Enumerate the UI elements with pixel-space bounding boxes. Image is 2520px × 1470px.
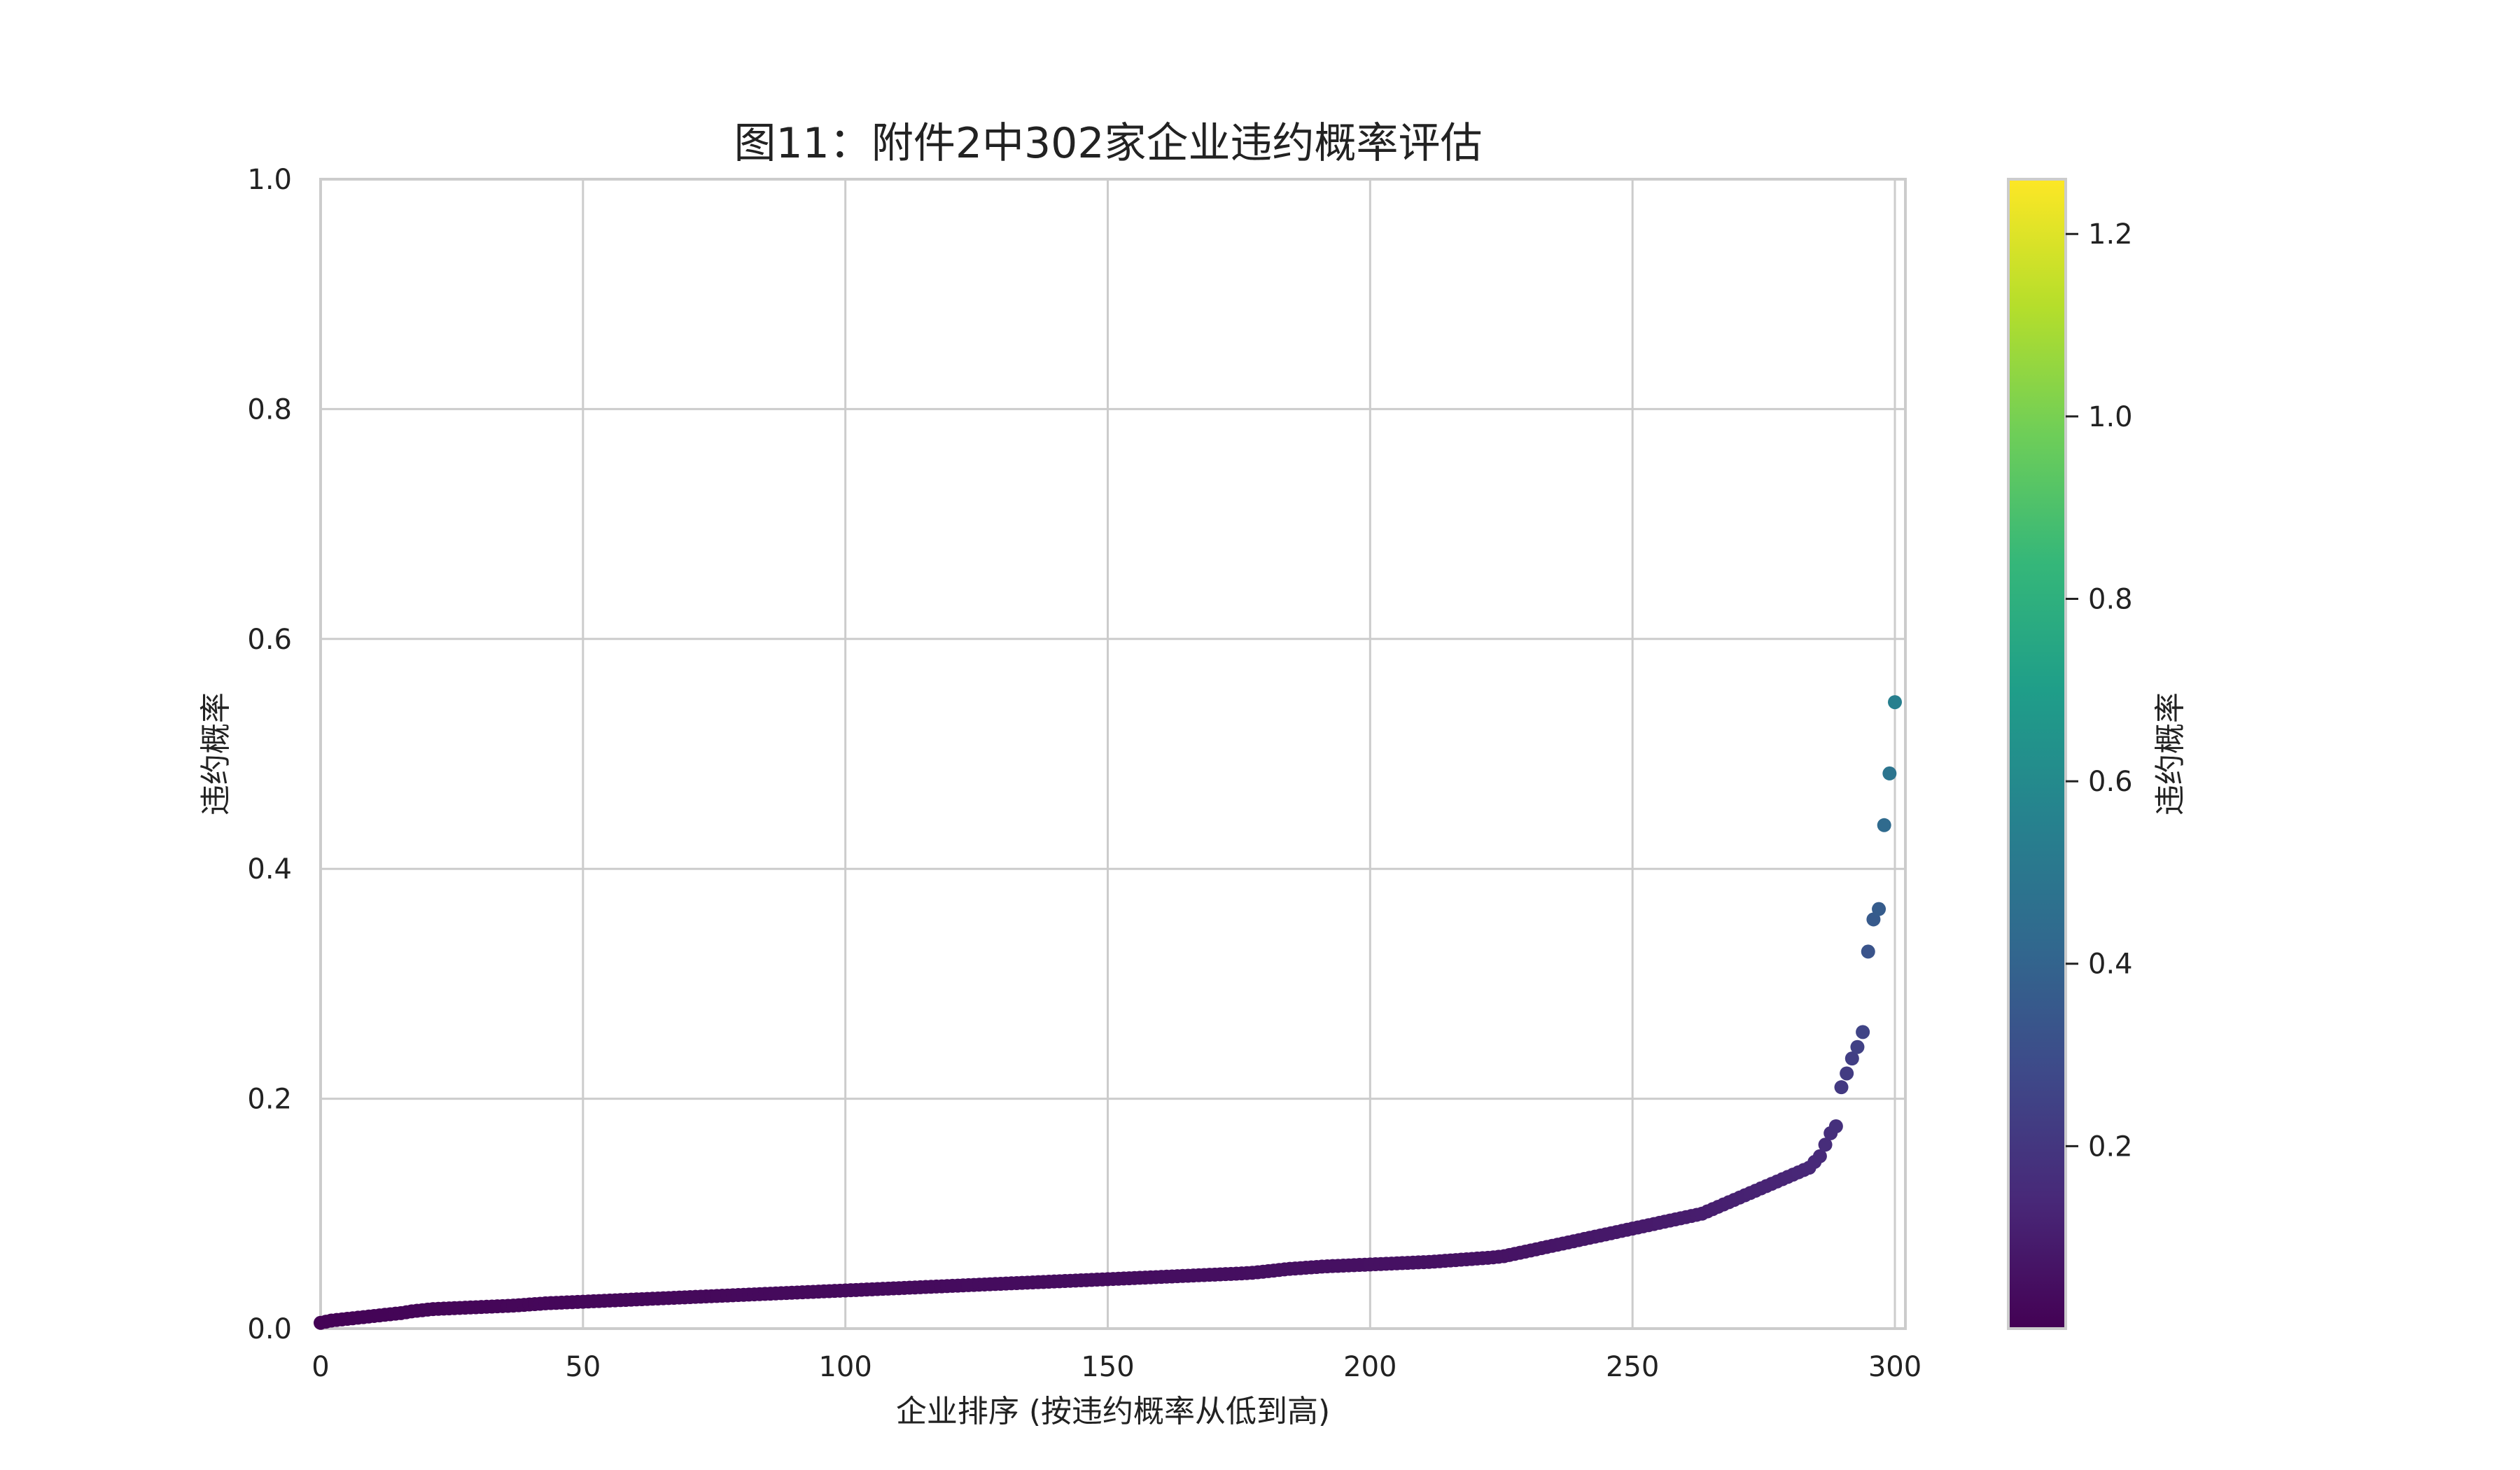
y-tick-label: 0.2 [247,1084,292,1116]
y-tick-label: 0.8 [247,393,292,426]
data-point [1861,944,1875,959]
x-tick-label: 300 [1868,1351,1921,1383]
data-point [1877,818,1891,832]
x-tick-label: 150 [1081,1351,1134,1383]
colorbar-tick-label: 0.4 [2088,948,2133,981]
chart-title: 图11：附件2中302家企业违约概率评估 [734,119,1482,168]
data-point [1882,766,1897,780]
data-point [1812,1149,1827,1163]
plot-area-frame [319,178,1907,1330]
data-point [1818,1138,1833,1152]
data-point [1872,902,1886,916]
data-point [1844,1051,1859,1066]
x-tick-labels: 0 50 100 150 200 250 300 [312,1351,1921,1383]
colorbar-tick-label: 0.6 [2088,766,2133,798]
colorbar-tick-label: 1.0 [2088,401,2133,433]
data-point [1834,1080,1849,1095]
colorbar-label: 违约概率 [2152,692,2188,816]
x-tick-label: 0 [312,1351,329,1383]
data-point [1840,1066,1854,1081]
data-points [314,695,1903,1330]
x-tick-label: 50 [565,1351,601,1383]
data-point [1828,1119,1843,1134]
data-point [1888,695,1903,710]
y-tick-label: 0.6 [247,624,292,656]
x-axis-label: 企业排序 (按违约概率从低到高) [896,1394,1330,1429]
colorbar-tick-label: 0.2 [2088,1130,2133,1163]
colorbar-tick-label: 0.8 [2088,583,2133,615]
y-axis-label: 违约概率 [198,692,234,816]
colorbar-tick-labels: 0.2 0.4 0.6 0.8 1.0 1.2 [2066,218,2133,1163]
y-tick-labels: 0.0 0.2 0.4 0.6 0.8 1.0 [247,164,292,1345]
colorbar-tick-label: 1.2 [2088,218,2133,251]
y-tick-label: 0.0 [247,1313,292,1345]
grid [319,178,1905,1330]
y-tick-label: 0.4 [247,853,292,886]
x-tick-label: 100 [818,1351,872,1383]
y-tick-label: 1.0 [247,164,292,196]
x-tick-label: 200 [1343,1351,1396,1383]
data-point [1866,912,1881,927]
x-tick-label: 250 [1606,1351,1659,1383]
colorbar [2007,178,2067,1330]
data-point [1856,1025,1870,1040]
data-point [1850,1040,1865,1054]
